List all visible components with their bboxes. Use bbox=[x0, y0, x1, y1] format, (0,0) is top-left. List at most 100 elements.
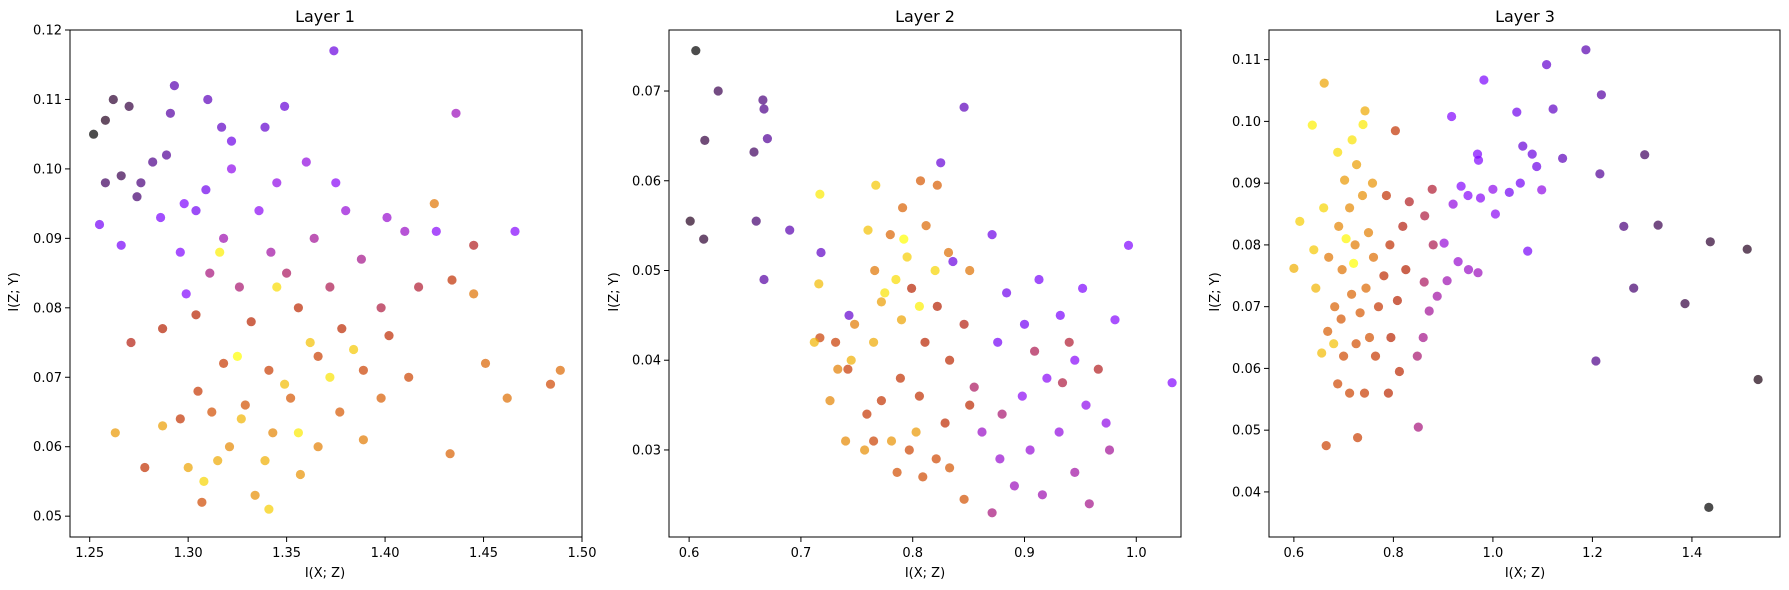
scatter-point bbox=[1383, 388, 1393, 398]
scatter-point bbox=[1432, 291, 1442, 301]
scatter-point bbox=[358, 365, 368, 375]
scatter-point bbox=[902, 252, 912, 262]
scatter-point bbox=[337, 324, 347, 334]
scatter-point bbox=[1448, 199, 1458, 209]
scatter-point bbox=[325, 282, 335, 292]
scatter-point bbox=[1347, 289, 1357, 299]
y-tick-label: 0.09 bbox=[1232, 177, 1261, 192]
scatter-point bbox=[335, 407, 345, 417]
y-tick-label: 0.06 bbox=[33, 440, 62, 455]
scatter-point bbox=[349, 344, 359, 355]
scatter-point bbox=[1349, 258, 1359, 268]
scatter-point bbox=[943, 247, 954, 258]
scatter-point bbox=[846, 355, 856, 365]
scatter-point bbox=[295, 469, 305, 480]
scatter-point bbox=[272, 282, 282, 292]
scatter-point bbox=[329, 46, 339, 56]
axes: 0.6 0.7 0.8 0.9 1.0 0.03 0.04 0.05 0.06 0.07 bbox=[632, 29, 1182, 561]
y-tick-label: 0.08 bbox=[1232, 238, 1261, 253]
scatter-point bbox=[997, 409, 1007, 419]
scatter-points bbox=[685, 46, 1177, 518]
scatter-point bbox=[945, 355, 955, 365]
scatter-point bbox=[555, 365, 565, 375]
panel-title: Layer 2 bbox=[895, 7, 955, 26]
scatter-point bbox=[809, 337, 819, 347]
panel-title: Layer 3 bbox=[1495, 7, 1555, 26]
scatter-point bbox=[1017, 391, 1027, 401]
scatter-point bbox=[1680, 299, 1690, 309]
scatter-point bbox=[959, 494, 969, 504]
scatter-point bbox=[469, 240, 479, 250]
scatter-point bbox=[860, 445, 870, 455]
scatter-point bbox=[1515, 178, 1525, 188]
scatter-point bbox=[1394, 366, 1404, 377]
scatter-point bbox=[995, 454, 1005, 464]
scatter-point bbox=[921, 221, 931, 231]
scatter-point bbox=[1340, 175, 1350, 185]
scatter-point bbox=[1311, 283, 1321, 293]
scatter-point bbox=[250, 490, 260, 500]
scatter-point bbox=[1167, 378, 1177, 388]
y-tick-label: 0.08 bbox=[33, 301, 62, 316]
scatter-point bbox=[1330, 302, 1340, 312]
scatter-point bbox=[1475, 193, 1486, 203]
x-tick-label: 0.7 bbox=[791, 546, 812, 561]
scatter-point bbox=[816, 247, 826, 258]
scatter-point bbox=[116, 171, 126, 181]
scatter-point bbox=[1447, 111, 1457, 122]
scatter-point bbox=[282, 268, 292, 278]
x-axis-label: I(X; Z) bbox=[1505, 566, 1545, 581]
scatter-point bbox=[1324, 252, 1334, 262]
scatter-point bbox=[313, 351, 323, 361]
scatter-point bbox=[197, 497, 207, 507]
scatter-point bbox=[1542, 60, 1552, 70]
scatter-point bbox=[179, 199, 189, 209]
scatter-point bbox=[876, 396, 887, 406]
scatter-point bbox=[1629, 283, 1639, 293]
scatter-point bbox=[1653, 220, 1663, 230]
scatter-point bbox=[758, 95, 768, 105]
scatter-point bbox=[201, 185, 211, 195]
scatter-point bbox=[358, 435, 368, 445]
y-axis-label: I(Z; Y) bbox=[7, 272, 22, 311]
scatter-point bbox=[1527, 149, 1537, 159]
scatter-point bbox=[1351, 339, 1361, 349]
scatter-point bbox=[685, 216, 695, 226]
scatter-point bbox=[892, 467, 902, 477]
scatter-point bbox=[331, 178, 341, 188]
scatter-point bbox=[215, 247, 225, 257]
scatter-point bbox=[1054, 427, 1064, 437]
y-axis-label: I(Z; Y) bbox=[1208, 272, 1223, 311]
scatter-point bbox=[1350, 240, 1360, 250]
scatter-point bbox=[140, 462, 150, 473]
scatter-point bbox=[1317, 348, 1327, 358]
scatter-point bbox=[1307, 120, 1317, 130]
scatter-point bbox=[1370, 351, 1381, 361]
scatter-point bbox=[1352, 160, 1362, 170]
y-tick-label: 0.07 bbox=[632, 85, 661, 100]
scatter-point bbox=[414, 282, 424, 292]
scatter-point bbox=[1064, 337, 1074, 347]
scatter-point bbox=[1548, 104, 1558, 114]
scatter-point bbox=[1030, 346, 1040, 356]
scatter-point bbox=[930, 265, 940, 276]
scatter-point bbox=[959, 102, 969, 112]
scatter-point bbox=[932, 180, 942, 190]
scatter-point bbox=[1404, 197, 1414, 207]
plot-frame bbox=[668, 29, 1182, 538]
scatter-point bbox=[1473, 268, 1483, 278]
scatter-point bbox=[1323, 326, 1333, 336]
scatter-point bbox=[1537, 185, 1547, 195]
scatter-point bbox=[234, 282, 244, 292]
scatter-point bbox=[181, 289, 191, 299]
scatter-point bbox=[224, 442, 235, 452]
scatter-point bbox=[1336, 314, 1346, 324]
scatter-point bbox=[264, 365, 274, 375]
scatter-point bbox=[161, 150, 172, 160]
scatter-point bbox=[341, 206, 351, 216]
y-tick-label: 0.10 bbox=[1232, 115, 1261, 130]
scatter-point bbox=[899, 234, 909, 244]
x-tick-label: 1.0 bbox=[1126, 546, 1147, 561]
x-tick-label: 0.8 bbox=[1383, 546, 1404, 561]
scatter-point bbox=[183, 462, 193, 473]
